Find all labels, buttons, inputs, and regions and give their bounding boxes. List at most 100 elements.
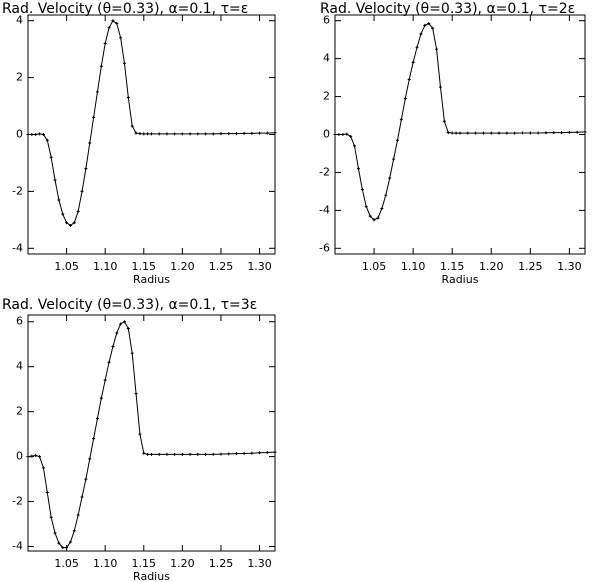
- y-tick-label: -6: [319, 241, 330, 254]
- data-point: [68, 540, 72, 544]
- data-point: [211, 132, 215, 136]
- data-point: [53, 178, 57, 182]
- data-point: [489, 131, 493, 135]
- data-point: [560, 131, 564, 135]
- data-point: [505, 131, 509, 135]
- data-point: [575, 130, 579, 134]
- data-point: [173, 132, 177, 136]
- data-point: [368, 214, 372, 218]
- data-point: [99, 396, 103, 400]
- data-point: [242, 131, 246, 135]
- data-point: [250, 451, 254, 455]
- data-point: [165, 452, 169, 456]
- data-point: [435, 47, 439, 51]
- data-point: [165, 132, 169, 136]
- data-point: [204, 452, 208, 456]
- data-point: [513, 131, 517, 135]
- data-point: [49, 515, 53, 519]
- data-point: [273, 131, 277, 135]
- data-point: [111, 344, 115, 348]
- y-tick-label: -2: [12, 184, 23, 197]
- data-point: [111, 19, 115, 23]
- chart-title: Rad. Velocity (θ=0.33), α=0.1, τ=2ε: [320, 1, 575, 17]
- data-point: [273, 450, 277, 454]
- y-tick-label: 6: [323, 14, 330, 27]
- data-point: [384, 193, 388, 197]
- data-point: [211, 452, 215, 456]
- data-line: [335, 22, 586, 221]
- data-point: [380, 206, 384, 210]
- data-point: [34, 133, 38, 136]
- data-point: [372, 218, 376, 222]
- data-point: [157, 132, 161, 136]
- data-point: [115, 331, 119, 335]
- x-tick-label: 1.20: [479, 260, 504, 273]
- data-point: [242, 451, 246, 455]
- data-point: [130, 124, 134, 128]
- data-point: [150, 452, 153, 456]
- data-point: [138, 132, 142, 136]
- data-point: [419, 32, 423, 36]
- data-point: [411, 60, 415, 64]
- data-point: [403, 96, 407, 100]
- data-point: [119, 36, 123, 40]
- data-point: [142, 451, 146, 455]
- data-point: [122, 61, 126, 65]
- data-point: [528, 131, 532, 135]
- x-tick-label: 1.30: [247, 557, 272, 570]
- data-point: [234, 132, 238, 136]
- data-point: [103, 378, 107, 382]
- x-tick-label: 1.30: [557, 260, 582, 273]
- data-point: [38, 132, 42, 136]
- data-point: [536, 131, 540, 135]
- data-point: [250, 131, 254, 135]
- y-tick-label: 2: [16, 71, 23, 84]
- data-point: [30, 454, 34, 458]
- data-point: [360, 188, 364, 192]
- data-point: [157, 452, 161, 456]
- data-point: [431, 26, 435, 30]
- data-point: [450, 131, 454, 135]
- data-point: [407, 77, 411, 81]
- data-point: [88, 141, 92, 145]
- data-point: [180, 452, 184, 456]
- data-point: [188, 452, 192, 456]
- data-point: [80, 495, 84, 499]
- data-point: [65, 221, 69, 225]
- y-tick-label: -4: [12, 241, 23, 254]
- data-point: [138, 432, 142, 436]
- data-point: [396, 138, 399, 142]
- x-tick-label: 1.20: [170, 260, 195, 273]
- x-tick-label: 1.10: [401, 260, 426, 273]
- y-tick-label: -2: [12, 495, 23, 508]
- chart-title: Rad. Velocity (θ=0.33), α=0.1, τ=ε: [2, 1, 248, 17]
- data-point: [258, 131, 262, 135]
- data-point: [95, 90, 99, 94]
- data-point: [76, 513, 80, 517]
- data-point: [41, 133, 45, 136]
- data-point: [180, 132, 184, 136]
- data-point: [72, 221, 76, 225]
- x-tick-label: 1.05: [54, 260, 79, 273]
- y-tick-label: 2: [16, 405, 23, 418]
- data-point: [30, 133, 34, 136]
- y-tick-label: 0: [323, 128, 330, 141]
- data-point: [333, 133, 337, 136]
- data-point: [92, 115, 96, 119]
- y-tick-label: 4: [16, 360, 23, 373]
- plot-frame: [27, 314, 276, 552]
- y-tick-label: -4: [319, 203, 330, 216]
- data-point: [415, 45, 419, 49]
- data-point: [150, 132, 153, 136]
- data-point: [258, 451, 262, 455]
- data-line: [28, 19, 276, 227]
- data-point: [45, 138, 49, 142]
- data-point: [583, 130, 587, 134]
- x-tick-label: 1.10: [93, 557, 118, 570]
- data-point: [219, 452, 223, 456]
- data-point: [38, 455, 42, 459]
- data-point: [115, 22, 119, 26]
- data-point: [438, 85, 442, 89]
- data-point: [454, 131, 458, 135]
